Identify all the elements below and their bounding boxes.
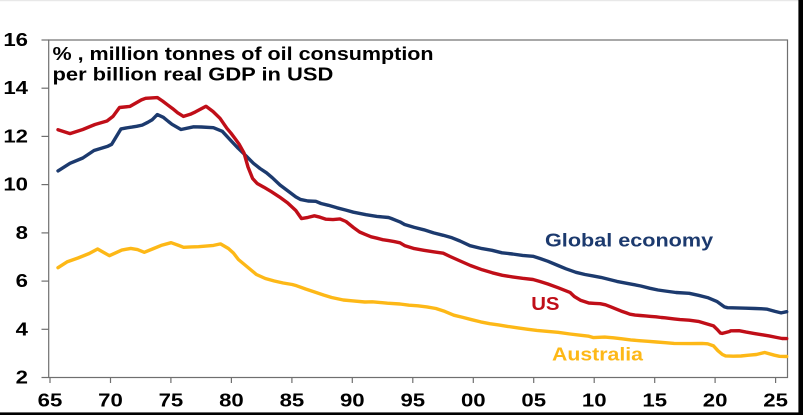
svg-text:80: 80 [219, 390, 244, 411]
svg-text:Australia: Australia [552, 344, 644, 365]
svg-text:2: 2 [16, 367, 28, 388]
svg-text:00: 00 [461, 390, 486, 411]
svg-text:70: 70 [98, 390, 123, 411]
svg-text:8: 8 [16, 222, 28, 243]
svg-text:6: 6 [16, 271, 28, 292]
svg-text:14: 14 [3, 78, 28, 99]
svg-text:15: 15 [642, 390, 667, 411]
svg-text:25: 25 [763, 390, 788, 411]
svg-text:05: 05 [521, 390, 546, 411]
svg-text:95: 95 [400, 390, 425, 411]
svg-text:90: 90 [340, 390, 365, 411]
svg-text:10: 10 [3, 174, 28, 195]
svg-text:20: 20 [703, 390, 728, 411]
svg-text:% , million tonnes of oil cons: % , million tonnes of oil consumption [53, 44, 434, 64]
svg-text:12: 12 [3, 126, 28, 147]
svg-text:US: US [531, 294, 559, 315]
svg-text:4: 4 [16, 319, 29, 340]
svg-text:Global economy: Global economy [545, 231, 714, 251]
svg-text:85: 85 [280, 390, 305, 411]
svg-text:10: 10 [582, 390, 607, 411]
svg-text:16: 16 [3, 30, 28, 51]
svg-text:75: 75 [159, 390, 184, 411]
svg-text:65: 65 [38, 390, 63, 411]
svg-text:per billion real GDP in USD: per billion real GDP in USD [53, 65, 334, 85]
